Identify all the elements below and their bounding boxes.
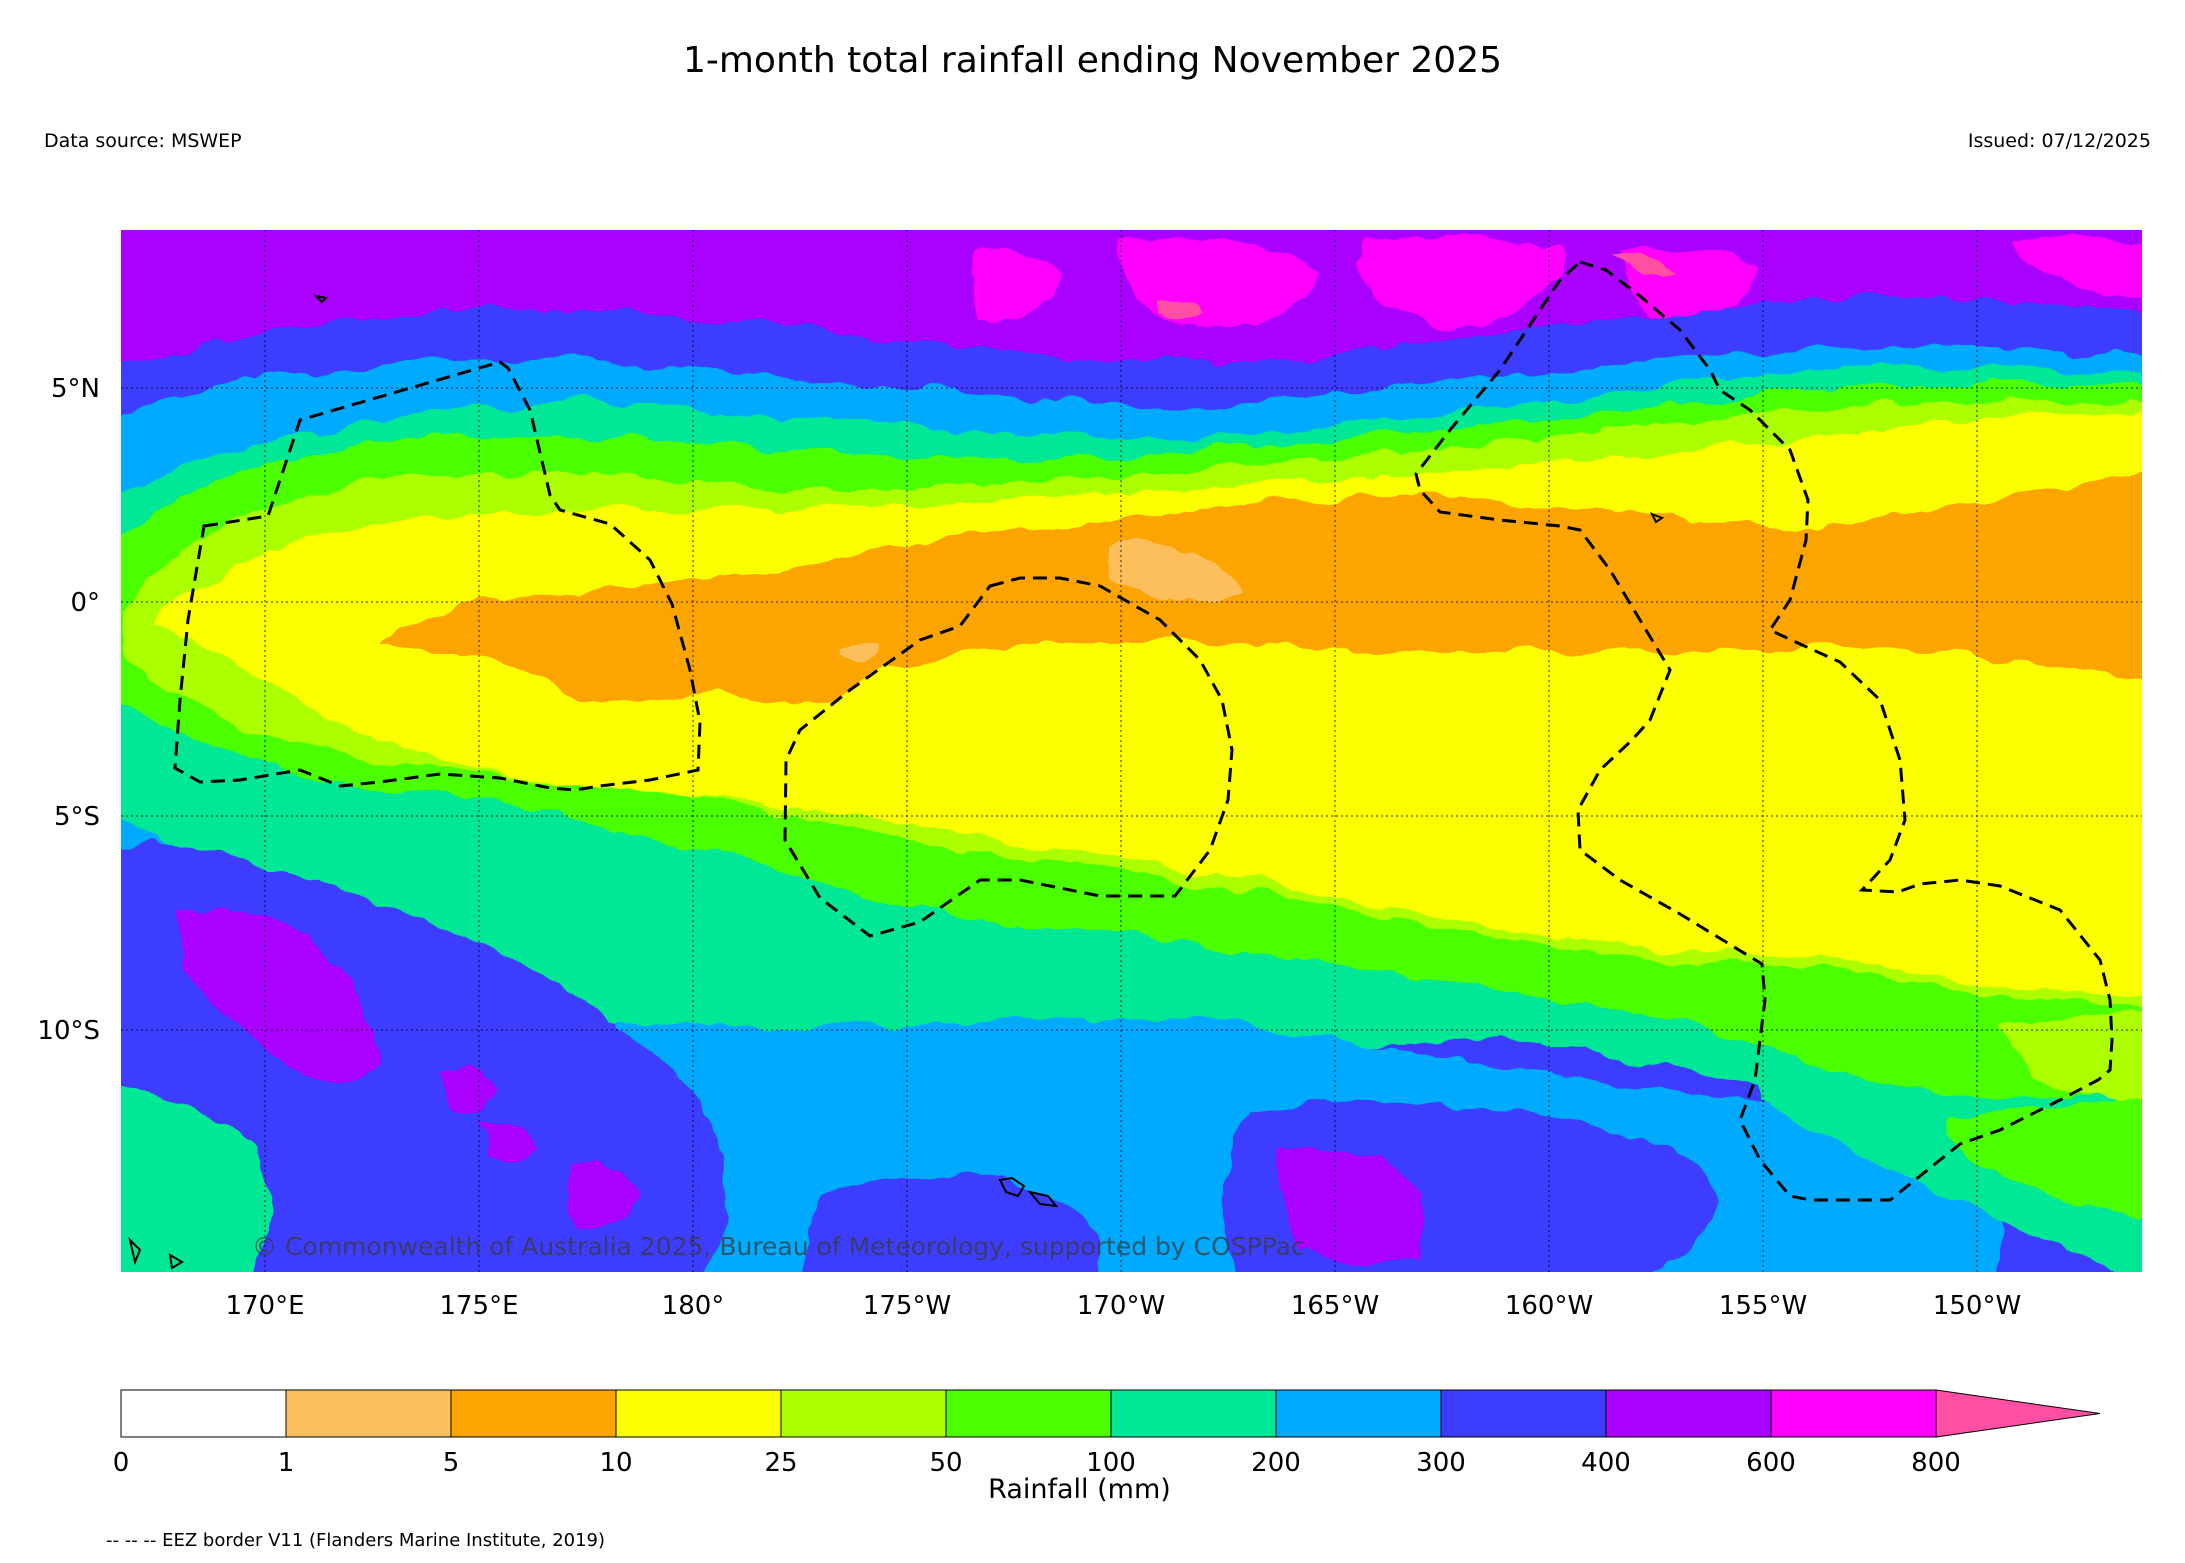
colorbar-tick-label: 5 — [443, 1448, 460, 1478]
colorbar-tick-label: 800 — [1911, 1448, 1961, 1478]
colorbar-tick-label: 600 — [1746, 1448, 1796, 1478]
colorbar-segment — [945, 1389, 1112, 1438]
colorbar-tick-label: 1 — [278, 1448, 295, 1478]
colorbar-tick-label: 50 — [929, 1448, 962, 1478]
colorbar-segment — [615, 1389, 782, 1438]
colorbar-segment — [450, 1389, 617, 1438]
colorbar-segment — [120, 1389, 287, 1438]
colorbar-segment — [1275, 1389, 1442, 1438]
graticule — [121, 230, 2142, 1272]
issued-date-label: Issued: 07/12/2025 — [1967, 130, 2151, 152]
data-source-label: Data source: MSWEP — [44, 130, 242, 152]
lon-tick: 170°E — [225, 1291, 304, 1321]
latitude-axis: 5°N 0° 5°S 10°S — [37, 374, 100, 1046]
island-outlines — [128, 294, 1665, 1270]
colorbar-ticks: 0 1 5 10 25 50 100 200 300 400 600 800 — [113, 1448, 1961, 1478]
rainfall-field — [121, 230, 2142, 1272]
lon-tick: 175°E — [439, 1291, 518, 1321]
eez-legend-note: -- -- -- EEZ border V11 (Flanders Marine… — [106, 1530, 606, 1551]
lon-tick: 175°W — [863, 1291, 951, 1321]
lat-tick: 5°N — [51, 374, 100, 404]
colorbar-segment — [1770, 1389, 1937, 1438]
colorbar-segment — [285, 1389, 452, 1438]
lat-tick: 10°S — [37, 1016, 100, 1046]
lat-tick: 0° — [70, 588, 100, 618]
longitude-axis: 170°E 175°E 180° 175°W 170°W 165°W 160°W… — [225, 1291, 2021, 1321]
lon-tick: 155°W — [1719, 1291, 1807, 1321]
colorbar-tick-label: 300 — [1416, 1448, 1466, 1478]
colorbar-segment — [1110, 1389, 1277, 1438]
copyright-notice: © Commonwealth of Australia 2025, Bureau… — [252, 1232, 1305, 1261]
lon-tick: 165°W — [1291, 1291, 1379, 1321]
lon-tick: 150°W — [1933, 1291, 2021, 1321]
colorbar-tick-label: 10 — [599, 1448, 632, 1478]
colorbar-segment — [780, 1389, 947, 1438]
eez-borders — [173, 260, 2114, 1202]
colorbar-tick-label: 100 — [1086, 1448, 1136, 1478]
colorbar-label: Rainfall (mm) — [988, 1474, 1171, 1505]
colorbar-tick-label: 400 — [1581, 1448, 1631, 1478]
colorbar-segment — [1605, 1389, 1772, 1438]
colorbar — [120, 1389, 2101, 1438]
colorbar-extend-arrow — [1935, 1389, 2101, 1438]
colorbar-tick-label: 25 — [764, 1448, 797, 1478]
lon-tick: 160°W — [1505, 1291, 1593, 1321]
lon-tick: 170°W — [1077, 1291, 1165, 1321]
lat-tick: 5°S — [54, 802, 100, 832]
colorbar-label-row: Rainfall (mm) — [0, 1474, 2185, 1505]
colorbar-tick-label: 200 — [1251, 1448, 1301, 1478]
lon-tick: 180° — [662, 1291, 725, 1321]
chart-title: 1-month total rainfall ending November 2… — [682, 40, 1503, 81]
colorbar-segment — [1440, 1389, 1607, 1438]
colorbar-tick-label: 0 — [113, 1448, 130, 1478]
